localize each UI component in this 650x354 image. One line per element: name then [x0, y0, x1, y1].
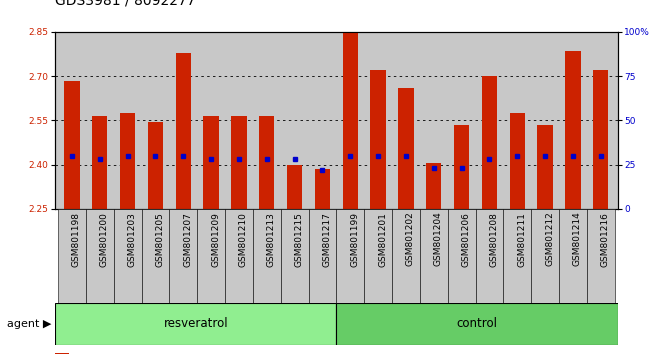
Bar: [343, 33, 358, 209]
Bar: [64, 80, 79, 209]
Text: GSM801200: GSM801200: [100, 212, 109, 267]
Bar: [142, 209, 170, 303]
Text: agent ▶: agent ▶: [6, 319, 51, 329]
Text: resveratrol: resveratrol: [164, 318, 228, 330]
Bar: [55, 353, 70, 354]
Bar: [120, 113, 135, 209]
Bar: [170, 209, 197, 303]
Bar: [559, 209, 587, 303]
Text: GSM801204: GSM801204: [434, 212, 443, 267]
Text: GSM801205: GSM801205: [155, 212, 164, 267]
Bar: [58, 209, 86, 303]
Bar: [531, 209, 559, 303]
Text: GSM801212: GSM801212: [545, 212, 554, 267]
Bar: [315, 169, 330, 209]
Bar: [148, 122, 163, 209]
Text: GSM801211: GSM801211: [517, 212, 526, 267]
Text: GSM801198: GSM801198: [72, 212, 81, 267]
Bar: [392, 209, 420, 303]
Bar: [203, 116, 219, 209]
Bar: [176, 52, 191, 209]
Text: GSM801206: GSM801206: [462, 212, 471, 267]
Text: GSM801214: GSM801214: [573, 212, 582, 267]
Bar: [281, 209, 309, 303]
Text: GSM801208: GSM801208: [489, 212, 499, 267]
Bar: [538, 125, 552, 209]
Bar: [426, 163, 441, 209]
Bar: [566, 51, 580, 209]
Bar: [55, 303, 337, 345]
Text: GSM801207: GSM801207: [183, 212, 192, 267]
Bar: [86, 209, 114, 303]
Bar: [253, 209, 281, 303]
Bar: [309, 209, 337, 303]
Text: GDS3981 / 8092277: GDS3981 / 8092277: [55, 0, 196, 7]
Bar: [370, 70, 386, 209]
Bar: [587, 209, 615, 303]
Bar: [476, 209, 503, 303]
Bar: [398, 88, 413, 209]
Text: GSM801202: GSM801202: [406, 212, 415, 267]
Bar: [92, 116, 107, 209]
Text: GSM801203: GSM801203: [127, 212, 136, 267]
Bar: [337, 303, 618, 345]
Text: GSM801217: GSM801217: [322, 212, 332, 267]
Text: GSM801199: GSM801199: [350, 212, 359, 267]
Bar: [259, 116, 274, 209]
Bar: [454, 125, 469, 209]
Bar: [420, 209, 448, 303]
Text: GSM801215: GSM801215: [294, 212, 304, 267]
Bar: [503, 209, 531, 303]
Text: GSM801216: GSM801216: [601, 212, 610, 267]
Bar: [337, 209, 364, 303]
Text: control: control: [456, 318, 497, 330]
Text: GSM801213: GSM801213: [266, 212, 276, 267]
Bar: [114, 209, 142, 303]
Bar: [225, 209, 253, 303]
Bar: [287, 165, 302, 209]
Bar: [197, 209, 225, 303]
Bar: [231, 116, 246, 209]
Text: GSM801201: GSM801201: [378, 212, 387, 267]
Bar: [482, 76, 497, 209]
Text: GSM801209: GSM801209: [211, 212, 220, 267]
Bar: [510, 113, 525, 209]
Bar: [364, 209, 392, 303]
Text: GSM801210: GSM801210: [239, 212, 248, 267]
Bar: [593, 70, 608, 209]
Bar: [448, 209, 476, 303]
